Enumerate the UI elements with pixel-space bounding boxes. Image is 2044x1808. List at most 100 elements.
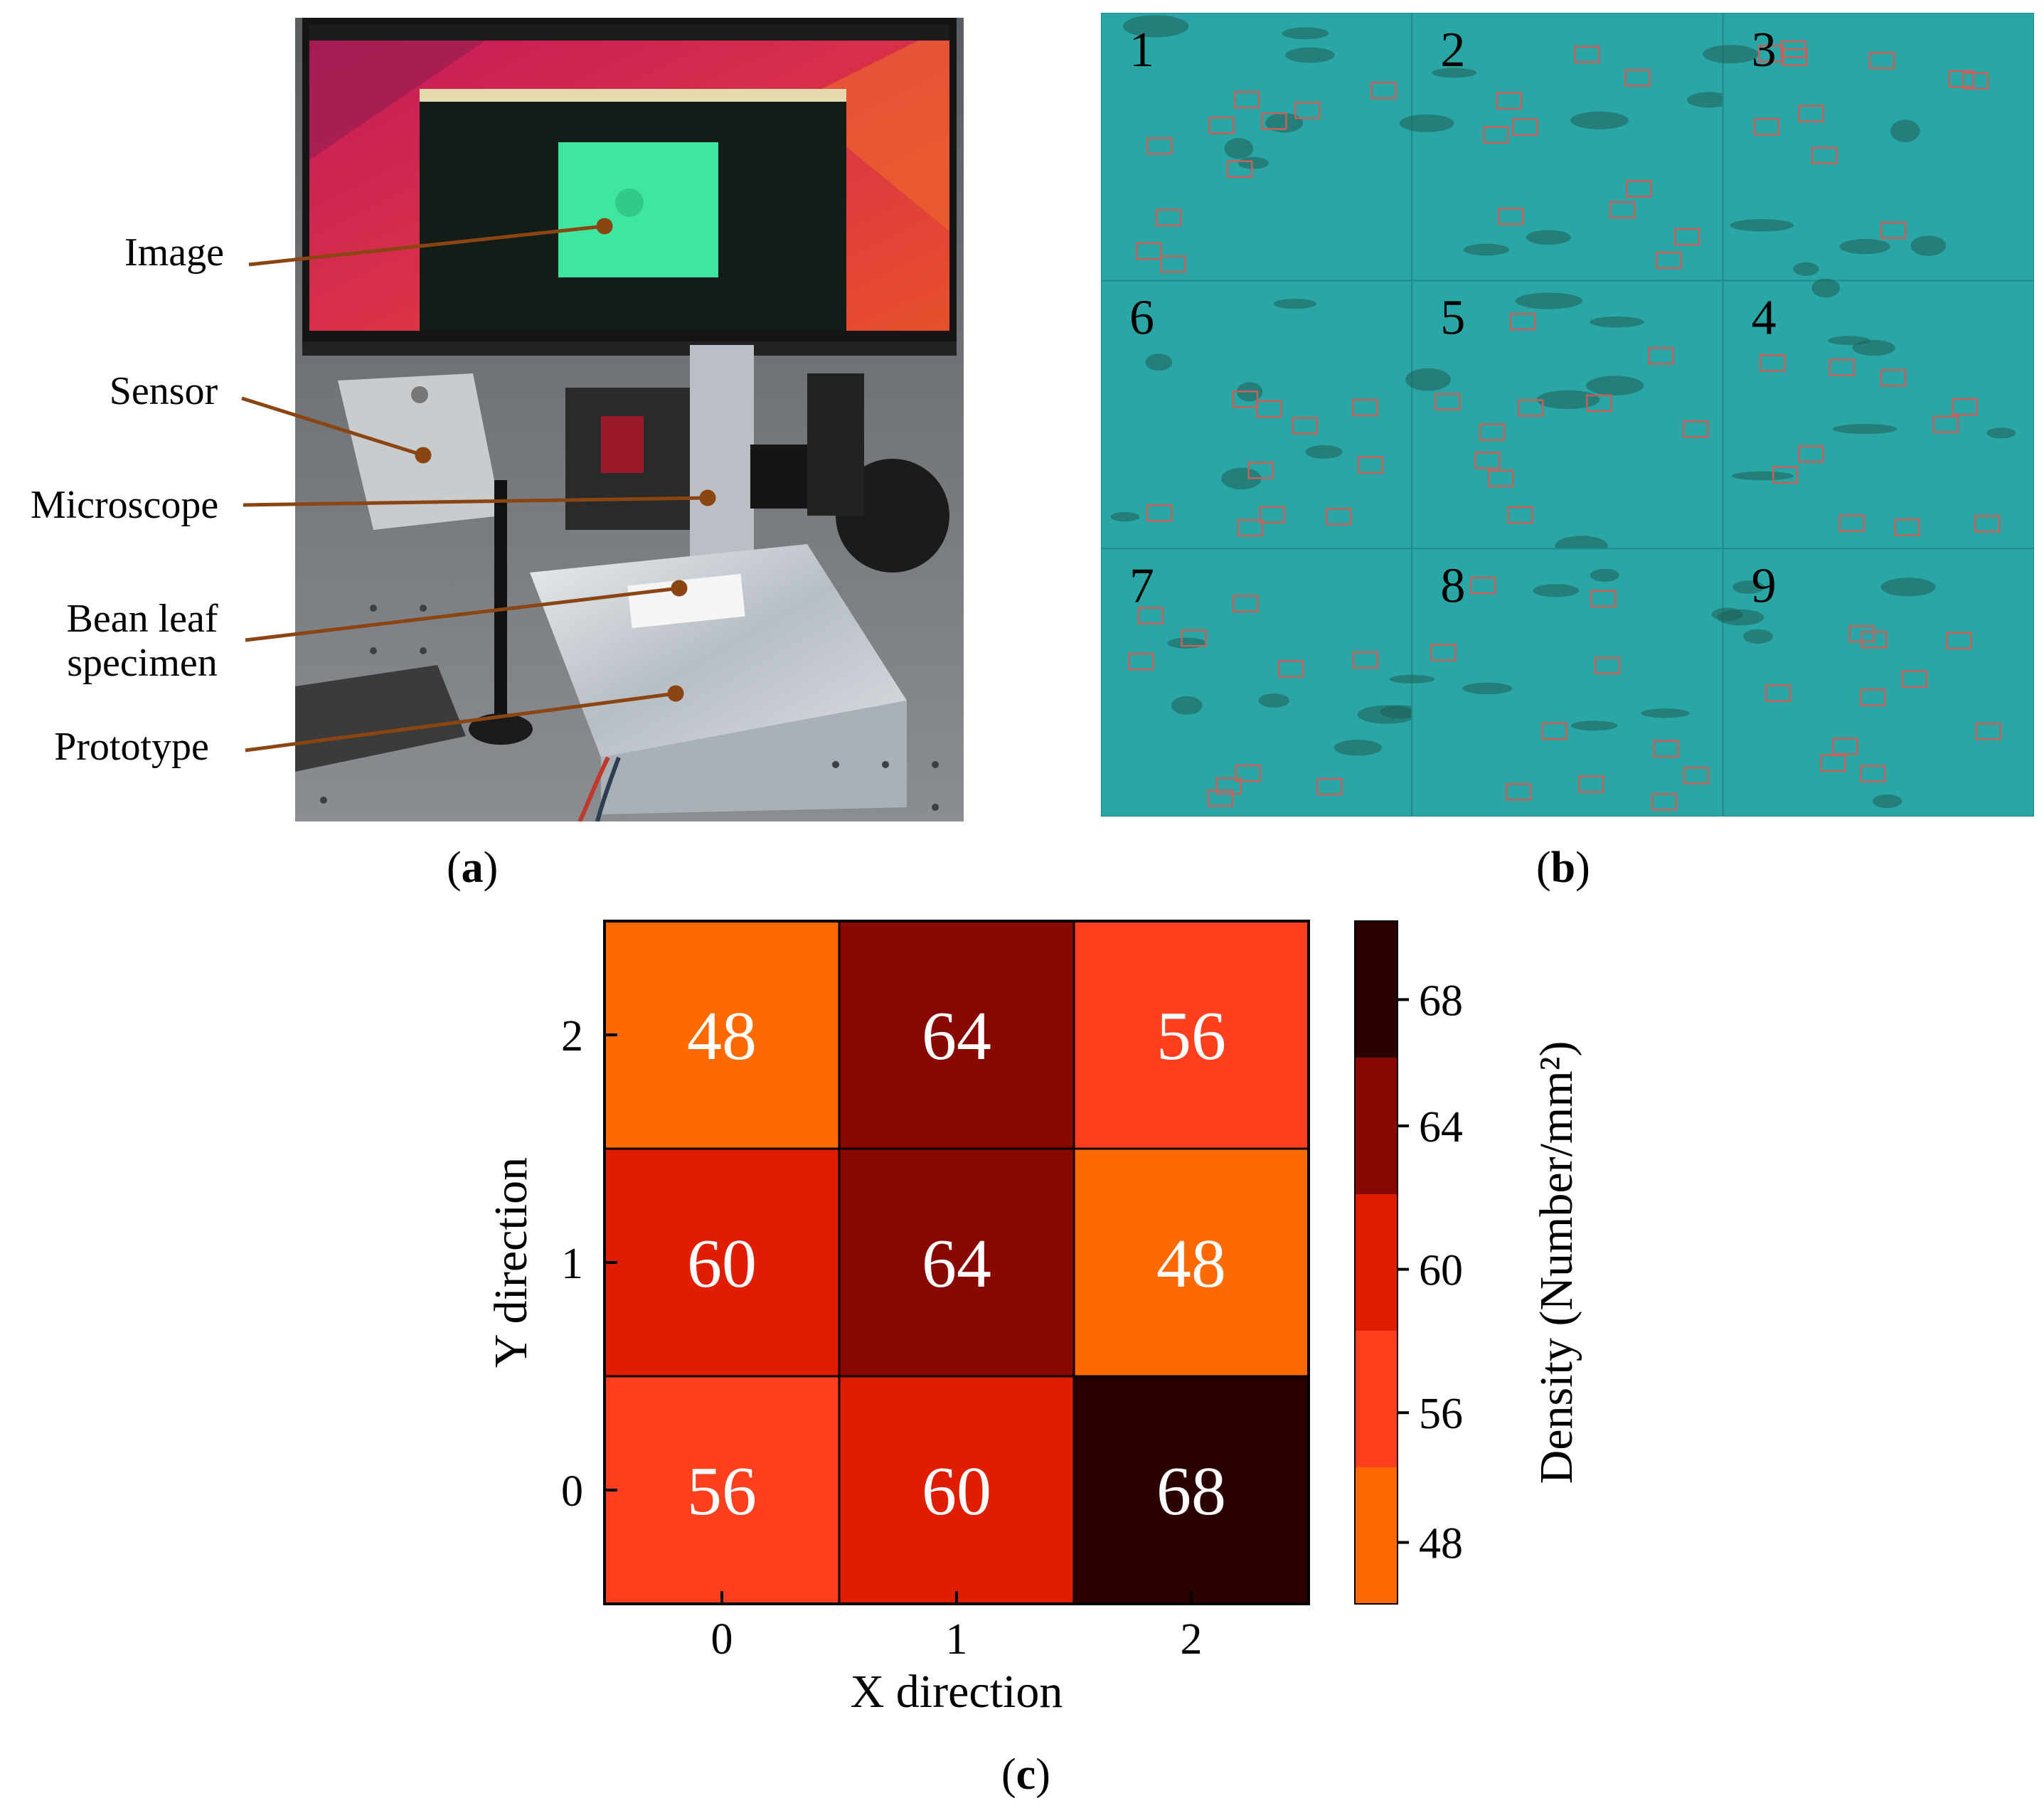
stoma-box (1512, 118, 1538, 136)
stoma-box (1880, 221, 1907, 240)
stoma-box (1772, 466, 1799, 484)
stoma-box (1235, 765, 1262, 782)
stoma-box (1975, 723, 2002, 740)
stoma-box (1946, 632, 1972, 649)
stoma-box (1498, 207, 1524, 225)
tile-number: 4 (1752, 291, 1777, 346)
stoma-box (1624, 69, 1651, 87)
leaf-tile: 2 (1399, 13, 1732, 282)
stoma-box (1137, 607, 1164, 624)
stoma-box (1758, 45, 1784, 63)
stoma-box (1181, 629, 1207, 647)
colorbar-segment (1355, 1194, 1398, 1331)
stoma-box (1507, 506, 1533, 524)
stoma-box (1146, 137, 1173, 155)
stoma-box (1683, 420, 1709, 438)
stoma-box (1232, 390, 1259, 408)
stoma-box (1764, 684, 1792, 702)
leaf-tile: 7 (1101, 548, 1420, 817)
callout-sensor: Sensor (109, 369, 218, 413)
leaf-tile: 9 (1711, 548, 2034, 817)
heatmap-cell-value: 48 (1156, 1225, 1226, 1302)
density-heatmap: 56 60 68 60 64 48 48 64 56 0 1 2 0 1 2 X direction Y … (485, 920, 1582, 1718)
stoma-box (1247, 461, 1274, 479)
stoma-box (1838, 514, 1865, 533)
stoma-box (1233, 91, 1260, 109)
colorbar-tick-label: 56 (1419, 1390, 1463, 1438)
panel-c-label: (c) (1001, 1750, 1050, 1799)
stoma-box (1829, 358, 1856, 376)
stoma-box (1880, 368, 1907, 387)
stoma-box (1483, 126, 1509, 144)
heatmap-cell-value: 60 (922, 1453, 991, 1530)
stoma-box (1470, 576, 1496, 595)
stoma-box (1974, 515, 2001, 533)
colorbar-tick-label: 68 (1419, 977, 1463, 1025)
colorbar-label: Density (Number/mm²) (1531, 1041, 1582, 1484)
leaf-tile: 6 (1101, 280, 1413, 550)
stoma-box (1594, 656, 1621, 675)
tile-number: 2 (1440, 23, 1465, 78)
stoma-box (1316, 777, 1343, 796)
stoma-box (1832, 738, 1858, 755)
stoma-box (1798, 105, 1824, 123)
stoma-box (1578, 775, 1604, 793)
heatmap-cell-value: 64 (922, 998, 991, 1075)
y-tick-label: 1 (561, 1240, 583, 1288)
stoma-box (1370, 81, 1397, 100)
heatmap-cell (603, 920, 841, 1150)
stoma-box (1261, 112, 1287, 130)
stoma-box (1860, 688, 1886, 707)
stoma-box (1207, 789, 1234, 807)
stoma-box (1541, 722, 1567, 740)
stoma-box (1325, 507, 1352, 526)
prototype-block (530, 544, 907, 757)
colorbar-tick-label: 48 (1419, 1520, 1463, 1568)
stoma-box (1259, 506, 1285, 523)
panel-a-label: (a) (447, 844, 499, 892)
colorbar-tick-label: 60 (1419, 1247, 1463, 1295)
stoma-box (1648, 347, 1674, 365)
stoma-box (1609, 201, 1636, 219)
stoma-box (1479, 423, 1506, 441)
heatmap-cell (603, 1375, 841, 1605)
stoma-box (1811, 147, 1838, 165)
colorbar-frame (1354, 920, 1398, 1605)
stoma-box (1780, 41, 1807, 58)
colorbar-segment (1355, 1467, 1398, 1604)
x-tick-label: 1 (946, 1615, 968, 1664)
panel-b-label: (b) (1536, 844, 1590, 892)
callout-leader-lines (241, 218, 716, 753)
stoma-box (1160, 255, 1186, 273)
stoma-box (1860, 765, 1886, 783)
stoma-box (1155, 208, 1182, 227)
stoma-box (1759, 353, 1786, 372)
stoma-box (1651, 793, 1678, 811)
x-axis-label: X direction (851, 1666, 1063, 1718)
stoma-box (1277, 659, 1304, 678)
heatmap-cell (838, 1375, 1075, 1605)
tile-number: 6 (1129, 291, 1154, 346)
stoma-box (1352, 398, 1378, 417)
y-tick-label: 0 (561, 1467, 583, 1516)
stoma-box (1233, 595, 1259, 613)
stoma-box (1952, 398, 1978, 416)
tile-number: 3 (1752, 23, 1777, 78)
leaf-tile: 5 (1405, 280, 1724, 556)
leaf-tile-grid: 1 2 3 6 5 4 7 8 9 (1101, 13, 2034, 817)
stoma-box (1586, 394, 1612, 413)
heatmap-cell-value: 56 (687, 1453, 757, 1530)
stoma-box (1292, 417, 1319, 435)
heatmap-cell-value: 48 (687, 998, 757, 1075)
stoma-box (1256, 400, 1282, 418)
x-tick-label: 0 (711, 1615, 733, 1664)
stoma-box (1901, 670, 1928, 688)
colorbar-segment (1355, 1331, 1398, 1467)
stoma-box (1430, 644, 1457, 661)
leaf-tile: 1 (1101, 13, 1413, 282)
heatmap-cell (1072, 1147, 1310, 1378)
stoma-box (1208, 117, 1235, 134)
stoma-box (1653, 740, 1679, 757)
stoma-box (1226, 160, 1253, 179)
stoma-box (1868, 51, 1895, 70)
